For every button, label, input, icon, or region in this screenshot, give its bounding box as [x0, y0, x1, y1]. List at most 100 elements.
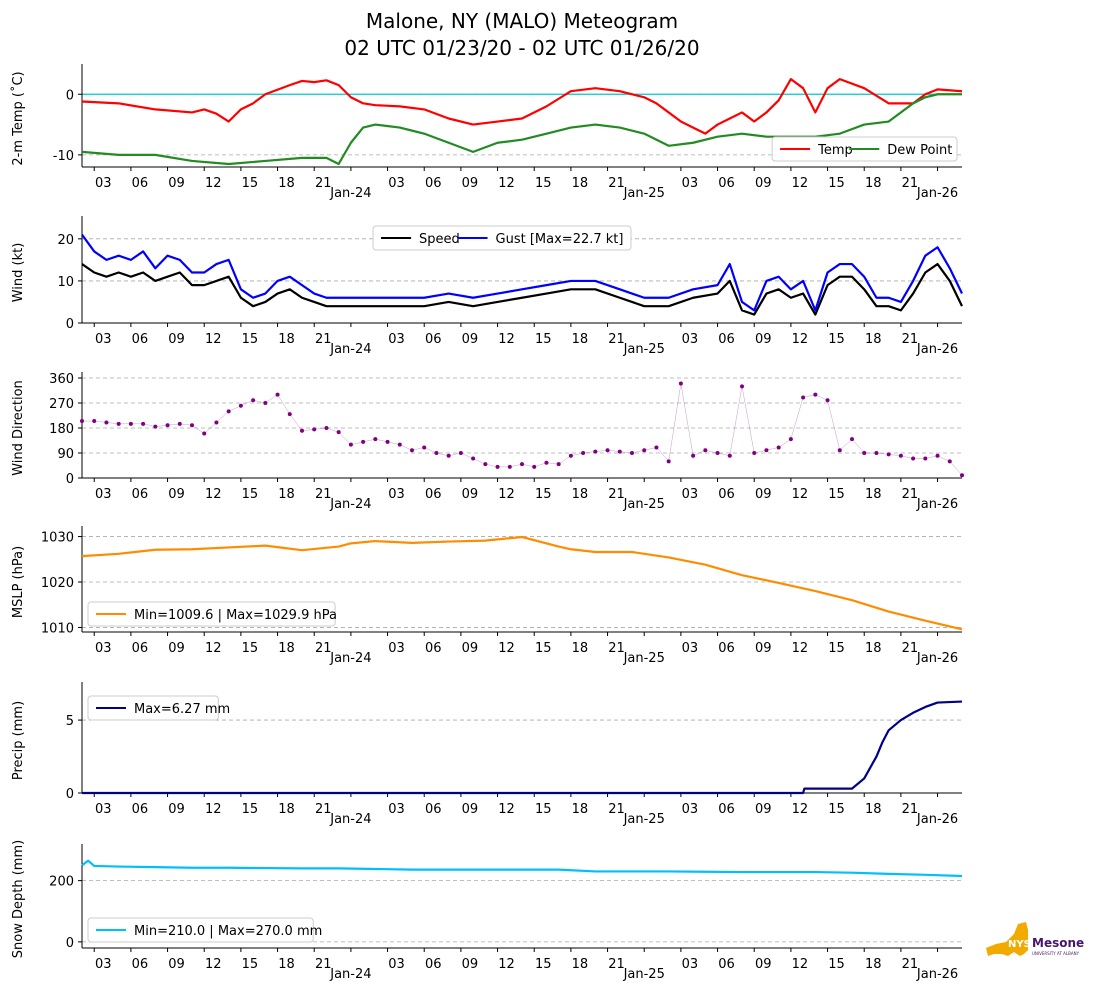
wind-direction-point — [361, 439, 366, 444]
x-day-label: Jan-24 — [329, 497, 371, 512]
x-tick-label: 06 — [425, 487, 442, 502]
y-tick-label: 200 — [49, 875, 74, 890]
x-tick-label: 03 — [682, 641, 699, 656]
wind-direction-point — [80, 419, 84, 424]
legend-box — [372, 225, 632, 251]
wind-direction-point — [434, 451, 439, 455]
x-tick-label: 15 — [242, 802, 259, 817]
wind-direction-point — [764, 448, 769, 453]
x-tick-label: 15 — [535, 176, 552, 191]
x-tick-label: 21 — [902, 332, 919, 347]
x-tick-label: 09 — [755, 487, 772, 502]
wind-direction-point — [630, 451, 634, 455]
x-tick-label: 18 — [278, 176, 295, 191]
x-day-label: Jan-26 — [916, 342, 958, 357]
chart-title-line1: Malone, NY (MALO) Meteogram — [366, 9, 678, 33]
wind-direction-point — [483, 462, 488, 467]
x-tick-label: 15 — [828, 176, 845, 191]
legend-label: Temp — [817, 143, 853, 158]
x-tick-label: 03 — [95, 332, 112, 347]
wind-direction-point — [727, 453, 732, 458]
x-tick-label: 21 — [315, 957, 332, 972]
wind-direction-point — [251, 398, 256, 403]
x-tick-label: 06 — [132, 176, 149, 191]
x-tick-label: 15 — [242, 332, 259, 347]
x-tick-label: 12 — [205, 957, 222, 972]
y-tick-label: 1030 — [41, 531, 74, 546]
x-tick-label: 21 — [902, 176, 919, 191]
x-tick-label: 18 — [865, 802, 882, 817]
x-tick-label: 06 — [718, 802, 735, 817]
wind-direction-point — [678, 381, 683, 386]
x-day-label: Jan-24 — [329, 651, 371, 666]
x-tick-label: 18 — [278, 487, 295, 502]
x-tick-label: 09 — [168, 332, 185, 347]
nys-mesonet-logo: NYS Mesonet UNIVERSITY AT ALBANY — [986, 922, 1084, 956]
legend-box — [87, 917, 314, 943]
wind-direction-point — [556, 462, 561, 467]
x-tick-label: 03 — [95, 641, 112, 656]
wind-direction-point — [605, 448, 610, 453]
x-day-label: Jan-25 — [623, 497, 665, 512]
x-tick-label: 12 — [792, 487, 809, 502]
wind-direction-point — [886, 452, 891, 457]
x-tick-label: 15 — [828, 802, 845, 817]
wind-direction-point — [532, 464, 537, 469]
x-day-label: Jan-24 — [329, 967, 371, 982]
x-tick-label: 21 — [608, 487, 625, 502]
legend-label: Dew Point — [887, 143, 952, 158]
x-tick-label: 06 — [718, 176, 735, 191]
x-tick-label: 03 — [388, 487, 405, 502]
x-tick-label: 03 — [682, 176, 699, 191]
x-tick-label: 09 — [168, 957, 185, 972]
x-tick-label: 21 — [902, 487, 919, 502]
x-tick-label: 15 — [242, 487, 259, 502]
ny-state-shape-icon — [986, 922, 1028, 956]
x-tick-label: 03 — [388, 957, 405, 972]
x-tick-label: 03 — [682, 332, 699, 347]
x-tick-label: 09 — [168, 176, 185, 191]
wind-direction-point — [287, 412, 292, 417]
x-day-label: Jan-24 — [329, 342, 371, 357]
wind-direction-point — [691, 453, 696, 458]
x-tick-label: 12 — [205, 641, 222, 656]
x-tick-label: 15 — [828, 332, 845, 347]
series-line-mslp — [81, 535, 963, 631]
x-day-label: Jan-26 — [916, 651, 958, 666]
y-tick-label: 0 — [66, 317, 74, 332]
x-tick-label: 18 — [278, 332, 295, 347]
x-tick-label: 12 — [792, 802, 809, 817]
wind-direction-point — [507, 464, 512, 469]
x-tick-label: 12 — [498, 176, 515, 191]
x-tick-label: 12 — [205, 802, 222, 817]
legend: Max=6.27 mm — [87, 695, 230, 721]
y-axis-label: MSLP (hPa) — [11, 546, 26, 618]
series-line-temp — [81, 77, 963, 135]
x-tick-label: 12 — [792, 332, 809, 347]
x-tick-label: 21 — [902, 802, 919, 817]
x-tick-label: 03 — [682, 957, 699, 972]
x-tick-label: 18 — [572, 487, 589, 502]
wind-direction-point — [202, 431, 207, 436]
wind-direction-point — [703, 448, 708, 453]
x-tick-label: 09 — [755, 641, 772, 656]
x-tick-label: 18 — [278, 802, 295, 817]
legend: Min=210.0 | Max=270.0 mm — [87, 917, 322, 943]
wind-direction-point — [165, 423, 170, 428]
x-tick-label: 21 — [608, 332, 625, 347]
wind-direction-point — [104, 420, 109, 425]
x-tick-label: 09 — [755, 176, 772, 191]
y-tick-label: 180 — [49, 422, 74, 437]
legend-label: Speed — [419, 232, 460, 247]
y-axis-label: Precip (mm) — [11, 701, 26, 780]
x-tick-label: 12 — [498, 487, 515, 502]
wind-direction-point — [153, 424, 158, 429]
x-tick-label: 15 — [828, 957, 845, 972]
y-axis-label: Snow Depth (mm) — [11, 840, 26, 958]
x-tick-label: 03 — [95, 176, 112, 191]
wind-direction-point — [837, 448, 842, 453]
legend-box — [87, 601, 336, 627]
series-line-dew — [81, 93, 962, 166]
